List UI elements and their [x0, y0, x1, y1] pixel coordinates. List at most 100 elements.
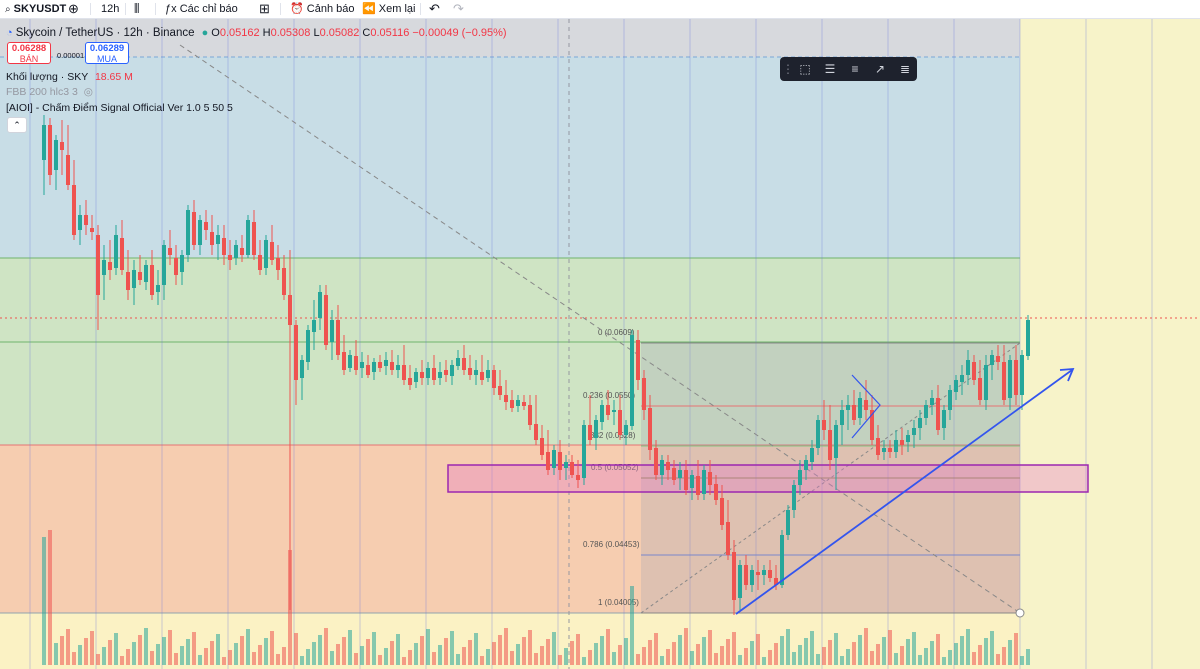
candle-body — [960, 375, 964, 382]
candle-body — [978, 378, 982, 400]
candle-body — [510, 400, 514, 408]
volume-bar — [468, 640, 472, 665]
volume-bar — [396, 634, 400, 665]
candle-body — [882, 448, 886, 452]
interval-button[interactable]: 12h — [101, 3, 120, 15]
indicators-button[interactable]: ƒx Các chỉ báo — [165, 0, 238, 18]
volume-bar — [264, 638, 268, 665]
candle-body — [516, 400, 520, 406]
volume-bar — [408, 650, 412, 665]
volume-bar — [102, 647, 106, 665]
candle-body — [948, 390, 952, 410]
volume-bar — [198, 655, 202, 665]
candle-body — [918, 418, 922, 428]
volume-bar — [864, 628, 868, 665]
candle-body — [558, 452, 562, 470]
candle-body — [576, 475, 580, 480]
candle-body — [612, 410, 616, 412]
volume-bar — [138, 635, 142, 665]
symbol-label: SKYUSDT — [13, 3, 67, 15]
candle-body — [534, 424, 538, 440]
candle-body — [396, 365, 400, 370]
volume-bar — [594, 643, 598, 665]
volume-bar — [390, 641, 394, 665]
volume-bar — [294, 633, 298, 665]
volume-bar — [816, 654, 820, 665]
candle-body — [456, 358, 460, 366]
volume-bar — [936, 634, 940, 665]
candle-body — [606, 405, 610, 415]
more-lines-icon[interactable]: ≣ — [899, 62, 911, 76]
volume-bar — [1002, 647, 1006, 665]
settings-lines-icon[interactable]: ☰ — [824, 62, 836, 76]
volume-bar — [228, 650, 232, 665]
replay-button[interactable]: ⏪ Xem lại — [362, 0, 415, 18]
volume-bar — [990, 631, 994, 665]
volume-indicator-legend[interactable]: Khối lượng · SKY 18.65 M — [6, 71, 133, 83]
volume-bar — [600, 636, 604, 665]
candle-body — [690, 475, 694, 488]
volume-bar — [288, 550, 292, 665]
chart-canvas[interactable]: 0 (0.0609) 0.236 (0.0550) 382 (0.0528) 0.5 … — [0, 19, 1200, 669]
candle-body — [252, 222, 256, 255]
candle-body — [768, 570, 772, 578]
volume-bar — [912, 632, 916, 665]
volume-bar — [720, 646, 724, 665]
candle-body — [846, 405, 850, 410]
candle-body — [624, 425, 628, 435]
candles-icon[interactable]: ⫴ — [134, 1, 140, 16]
undo-icon[interactable]: ↶ — [429, 1, 440, 16]
sell-price: 0.06288 — [11, 43, 47, 54]
trend-path-icon[interactable]: ↗ — [874, 62, 886, 76]
volume-bar — [318, 635, 322, 665]
volume-bar — [1014, 633, 1018, 665]
candle-body — [408, 378, 412, 385]
volume-bar — [648, 640, 652, 665]
candle-body — [1002, 362, 1006, 400]
collapse-legend-button[interactable]: ⌃ — [7, 117, 27, 133]
volume-bar — [930, 641, 934, 665]
redo-icon[interactable]: ↷ — [453, 1, 464, 16]
candle-body — [696, 476, 700, 495]
eye-hidden-icon[interactable]: ◎ — [83, 86, 93, 98]
volume-bar — [180, 646, 184, 665]
volume-bar — [714, 653, 718, 665]
fbb-indicator-legend[interactable]: FBB 200 hlc3 3 ◎ — [6, 86, 93, 98]
candle-body — [72, 185, 76, 235]
volume-bar — [624, 638, 628, 665]
signal-indicator-legend[interactable]: [AIOI] - Chấm Điểm Signal Official Ver 1… — [6, 102, 233, 114]
candle-body — [912, 428, 916, 435]
drag-handle-icon[interactable]: ⋮ — [782, 62, 794, 76]
candle-body — [312, 320, 316, 332]
fib-level-label: 382 (0.0528) — [590, 431, 636, 440]
volume-bar — [792, 652, 796, 665]
candle-body — [468, 368, 472, 375]
chart-pane[interactable]: 0 (0.0609) 0.236 (0.0550) 382 (0.0528) 0.5 … — [0, 19, 1200, 669]
candle-body — [348, 355, 352, 368]
candle-body — [828, 430, 832, 460]
volume-value: 18.65 M — [94, 71, 133, 83]
volume-bar — [360, 646, 364, 665]
candle-body — [834, 425, 838, 458]
align-lines-icon[interactable]: ≡ — [851, 62, 859, 76]
alert-button[interactable]: ⏰ Cảnh báo — [290, 0, 354, 18]
volume-bar — [666, 649, 670, 665]
sell-button[interactable]: 0.06288 BÁN — [7, 42, 51, 64]
triangle-drawing — [851, 374, 881, 439]
candle-body — [378, 362, 382, 368]
select-area-icon[interactable]: ⬚ — [799, 62, 811, 76]
buy-button[interactable]: 0.06289 MUA — [85, 42, 129, 64]
volume-bar — [210, 641, 214, 665]
symbol-search-button[interactable]: ⌕ SKYUSDT — [5, 0, 66, 18]
volume-bar — [564, 648, 568, 665]
volume-bar — [678, 635, 682, 665]
candle-body — [342, 352, 346, 370]
volume-bar — [498, 635, 502, 665]
candle-body — [1014, 360, 1018, 395]
alert-label: Cảnh báo — [306, 3, 355, 15]
candle-body — [894, 440, 898, 452]
volume-bar — [336, 644, 340, 665]
add-symbol-icon[interactable]: ⊕ — [68, 1, 79, 16]
grid-icon[interactable]: ⊞ — [259, 1, 270, 16]
volume-bar — [492, 642, 496, 665]
